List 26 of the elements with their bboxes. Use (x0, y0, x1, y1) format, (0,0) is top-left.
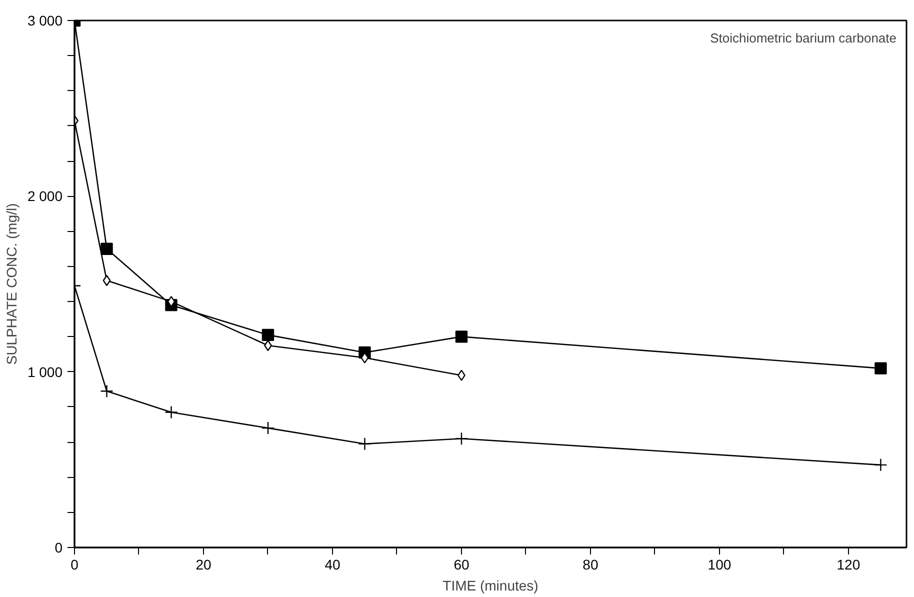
x-tick-label: 80 (582, 556, 598, 572)
x-axis-title: TIME (minutes) (442, 578, 538, 594)
x-tick-label: 0 (70, 556, 79, 572)
point (100, 384, 114, 398)
point (100, 242, 113, 255)
x-tick-label: 100 (708, 556, 732, 572)
point (360, 352, 369, 364)
y-tick-label: 2 000 (27, 188, 63, 204)
point (454, 432, 468, 446)
point (455, 330, 468, 343)
x-tick-label: 120 (836, 556, 860, 572)
x-tick-label: 60 (454, 556, 470, 572)
point (261, 421, 275, 435)
y-tick-label: 1 000 (27, 364, 63, 380)
point (262, 328, 274, 342)
y-axis-title: SULPHATE CONC. (mg/l) (3, 203, 20, 365)
annotation: Stoichiometric barium carbonate (710, 30, 897, 46)
point (874, 458, 888, 472)
point (358, 437, 372, 450)
y-tick-label: 0 (54, 540, 63, 556)
point (164, 406, 178, 419)
y-tick-label: 3 000 (27, 12, 63, 28)
x-tick-label: 20 (196, 556, 212, 572)
point (102, 274, 111, 286)
x-tick-label: 40 (324, 556, 340, 572)
point (874, 362, 887, 374)
